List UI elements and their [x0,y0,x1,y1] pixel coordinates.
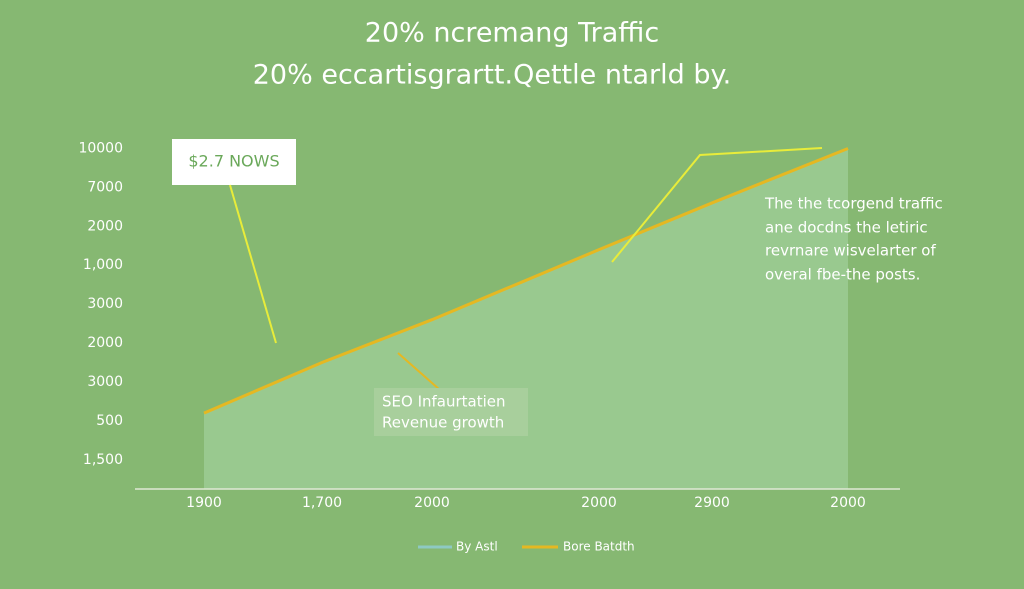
annotation-note: The the tcorgend traffic [764,195,943,213]
legend-label: By Astl [456,540,498,554]
y-tick-label: 10000 [78,140,123,156]
y-tick-label: 3000 [87,296,123,312]
chart-title: 20% ncremang Traffic [365,18,659,49]
x-tick-label: 2000 [830,495,866,511]
annotation-note: revrnare wisvelarter of [765,242,936,260]
annotation-label: SEO Infaurtatien [382,393,506,411]
y-tick-label: 7000 [87,179,123,195]
line [203,147,849,415]
y-tick-label: 3000 [87,374,123,390]
chart-subtitle: 20% eccartisgrartt.Qettle ntarld by. [253,60,732,91]
x-tick-label: 1,700 [302,495,342,511]
x-tick-label: 1900 [186,495,222,511]
annotation-label: Revenue growth [382,414,504,432]
annotation-note: ane docdns the letiric [765,219,928,237]
annotation-arrow [229,184,277,344]
annotation-box [172,139,296,185]
annotation-arrow [397,352,441,391]
x-tick-label: 2900 [694,495,730,511]
x-tick-label: 2000 [581,495,617,511]
annotation-label-box [374,388,528,436]
y-tick-label: 2000 [87,335,123,351]
y-tick-label: 1,500 [83,452,123,468]
annotation-arrow [611,147,823,263]
y-tick-label: 1,000 [83,257,123,273]
x-tick-label: 2000 [414,495,450,511]
annotation-box-text: $2.7 NOWS [188,152,279,171]
legend-label: Bore Batdth [563,540,635,554]
y-tick-label: 500 [96,413,123,429]
area [204,148,848,489]
annotation-note: overal fbe-the posts. [765,266,920,284]
y-tick-label: 2000 [87,218,123,234]
